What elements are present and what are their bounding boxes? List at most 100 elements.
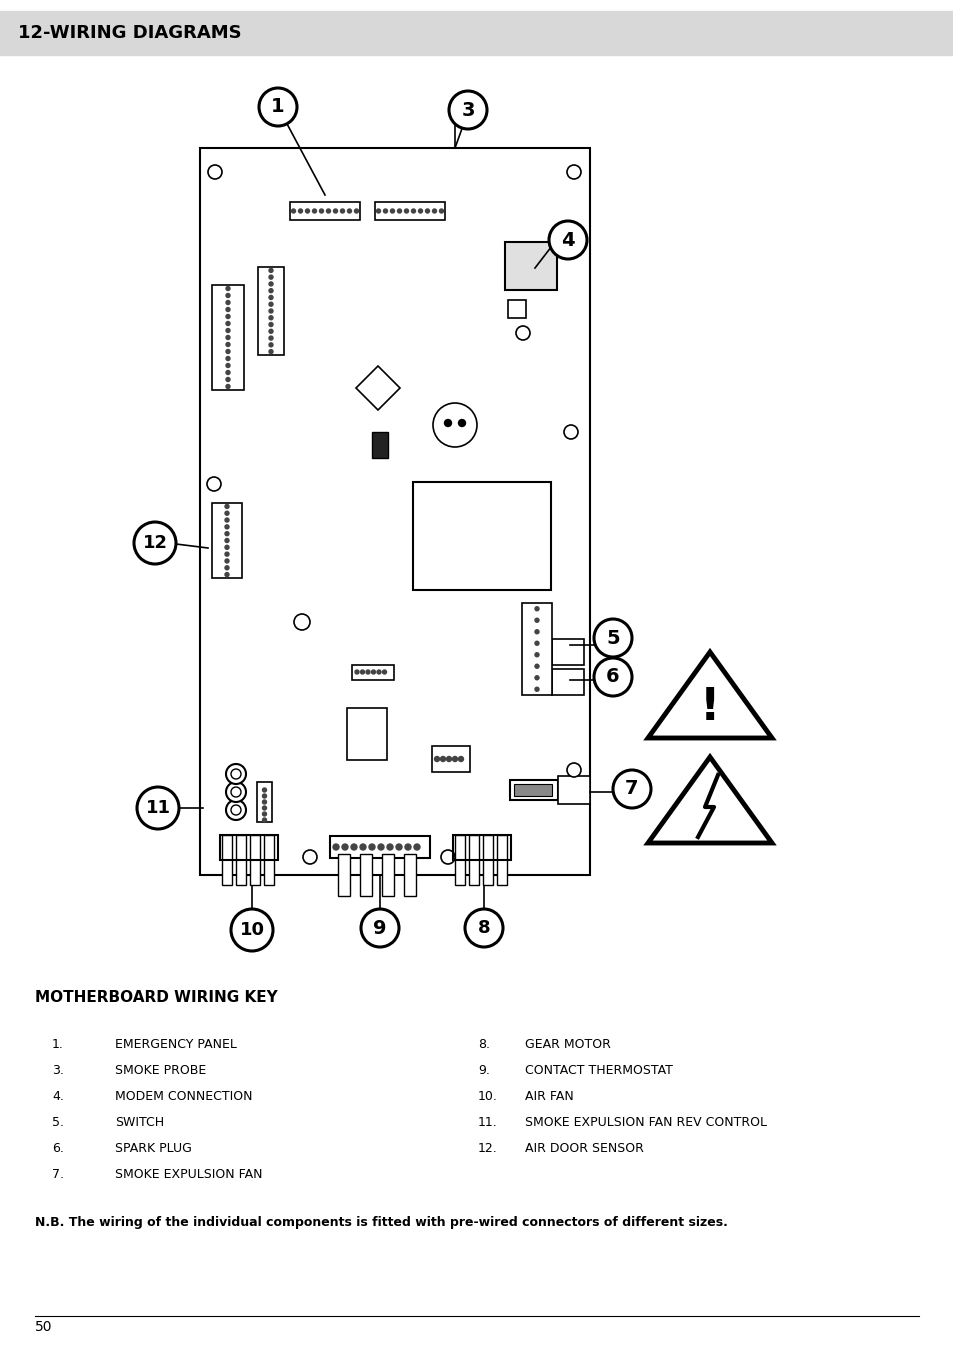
Circle shape bbox=[440, 757, 445, 761]
Bar bbox=[222, 835, 232, 886]
Text: 11: 11 bbox=[146, 799, 171, 816]
Circle shape bbox=[269, 315, 273, 320]
Text: EMERGENCY PANEL: EMERGENCY PANEL bbox=[115, 1039, 236, 1051]
Text: 12-WIRING DIAGRAMS: 12-WIRING DIAGRAMS bbox=[18, 24, 241, 42]
Circle shape bbox=[341, 844, 348, 850]
Text: 9: 9 bbox=[373, 918, 386, 937]
Circle shape bbox=[351, 844, 356, 850]
Circle shape bbox=[231, 909, 273, 951]
Text: MODEM CONNECTION: MODEM CONNECTION bbox=[115, 1090, 253, 1104]
Circle shape bbox=[313, 209, 316, 213]
Circle shape bbox=[225, 539, 229, 543]
Bar bbox=[257, 267, 284, 355]
Text: N.B. The wiring of the individual components is fitted with pre-wired connectors: N.B. The wiring of the individual compon… bbox=[35, 1216, 727, 1229]
Circle shape bbox=[449, 91, 486, 129]
Circle shape bbox=[226, 371, 230, 375]
Circle shape bbox=[225, 552, 229, 556]
Circle shape bbox=[535, 676, 538, 680]
Circle shape bbox=[262, 793, 266, 798]
Circle shape bbox=[226, 385, 230, 389]
Bar bbox=[330, 835, 430, 858]
Bar bbox=[510, 780, 558, 800]
Circle shape bbox=[425, 209, 429, 213]
Circle shape bbox=[383, 209, 387, 213]
Circle shape bbox=[434, 757, 439, 761]
Circle shape bbox=[269, 309, 273, 313]
Bar bbox=[347, 708, 387, 760]
Circle shape bbox=[262, 812, 266, 816]
Bar bbox=[290, 202, 359, 219]
Circle shape bbox=[269, 295, 273, 299]
Text: SMOKE EXPULSION FAN: SMOKE EXPULSION FAN bbox=[115, 1169, 262, 1181]
Circle shape bbox=[594, 658, 631, 696]
Bar bbox=[375, 202, 444, 219]
Circle shape bbox=[226, 378, 230, 382]
Bar bbox=[250, 835, 260, 886]
Bar bbox=[372, 432, 388, 458]
Circle shape bbox=[340, 209, 344, 213]
Circle shape bbox=[269, 282, 273, 286]
Bar bbox=[455, 835, 464, 886]
Circle shape bbox=[298, 209, 302, 213]
Circle shape bbox=[535, 665, 538, 669]
Text: 3.: 3. bbox=[52, 1064, 64, 1076]
Circle shape bbox=[269, 349, 273, 353]
Circle shape bbox=[226, 363, 230, 367]
Text: 6: 6 bbox=[605, 668, 619, 686]
Circle shape bbox=[225, 505, 229, 508]
Bar bbox=[381, 854, 394, 896]
Bar bbox=[521, 603, 552, 695]
Text: 10.: 10. bbox=[477, 1090, 497, 1104]
Circle shape bbox=[226, 356, 230, 360]
Circle shape bbox=[371, 670, 375, 674]
Circle shape bbox=[269, 336, 273, 340]
Circle shape bbox=[535, 630, 538, 634]
Bar bbox=[220, 835, 277, 860]
Bar bbox=[497, 835, 506, 886]
Circle shape bbox=[566, 764, 580, 777]
Bar bbox=[337, 854, 350, 896]
Text: AIR DOOR SENSOR: AIR DOOR SENSOR bbox=[524, 1141, 643, 1155]
Text: 1: 1 bbox=[271, 97, 285, 116]
Circle shape bbox=[319, 209, 323, 213]
Circle shape bbox=[137, 787, 179, 829]
Circle shape bbox=[226, 329, 230, 333]
Bar bbox=[212, 284, 244, 390]
Bar bbox=[552, 639, 583, 665]
Text: GEAR MOTOR: GEAR MOTOR bbox=[524, 1039, 610, 1051]
Circle shape bbox=[395, 844, 401, 850]
Circle shape bbox=[594, 619, 631, 657]
Circle shape bbox=[226, 321, 230, 325]
Text: 6.: 6. bbox=[52, 1141, 64, 1155]
Bar bbox=[0, 11, 953, 56]
Circle shape bbox=[548, 221, 586, 259]
Text: 5: 5 bbox=[605, 628, 619, 647]
Circle shape bbox=[269, 288, 273, 292]
Circle shape bbox=[269, 302, 273, 306]
Circle shape bbox=[452, 757, 457, 761]
Text: 12: 12 bbox=[142, 533, 168, 552]
Text: 10: 10 bbox=[239, 921, 264, 940]
Bar bbox=[403, 854, 416, 896]
Text: SPARK PLUG: SPARK PLUG bbox=[115, 1141, 192, 1155]
Circle shape bbox=[377, 844, 384, 850]
Bar bbox=[212, 502, 242, 578]
Text: 4: 4 bbox=[560, 230, 575, 249]
Text: 7.: 7. bbox=[52, 1169, 64, 1181]
Text: SMOKE EXPULSION FAN REV CONTROL: SMOKE EXPULSION FAN REV CONTROL bbox=[524, 1116, 766, 1129]
Circle shape bbox=[269, 275, 273, 279]
Circle shape bbox=[387, 844, 393, 850]
Circle shape bbox=[225, 566, 229, 570]
Circle shape bbox=[390, 209, 395, 213]
Circle shape bbox=[225, 573, 229, 577]
Bar bbox=[507, 301, 525, 318]
Circle shape bbox=[535, 642, 538, 646]
Circle shape bbox=[397, 209, 401, 213]
Circle shape bbox=[262, 800, 266, 804]
Circle shape bbox=[226, 800, 246, 821]
Text: SWITCH: SWITCH bbox=[115, 1116, 164, 1129]
Circle shape bbox=[262, 818, 266, 822]
Circle shape bbox=[347, 209, 351, 213]
Text: 1.: 1. bbox=[52, 1039, 64, 1051]
Text: MOTHERBOARD WIRING KEY: MOTHERBOARD WIRING KEY bbox=[35, 990, 277, 1005]
